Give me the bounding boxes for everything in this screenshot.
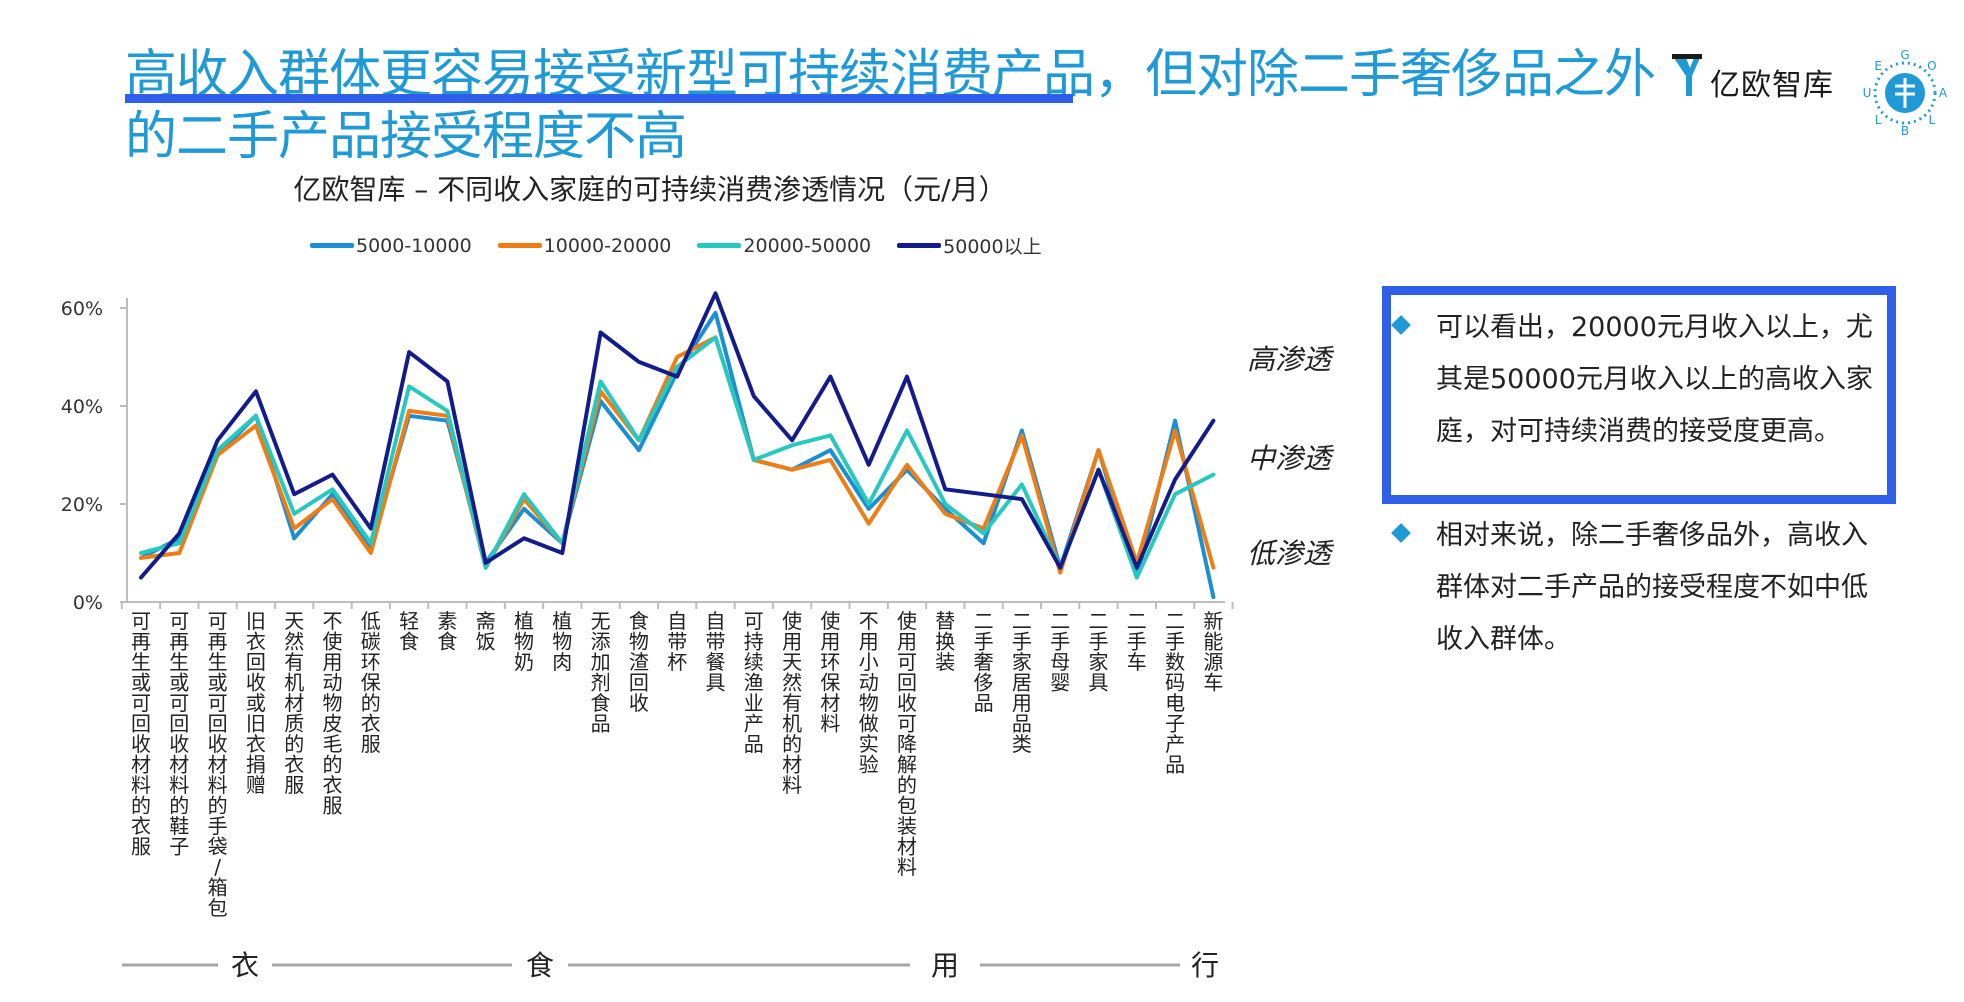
line-chart: 0% 20% 40% 60% 可再生或可回收材料的衣服可再生或可回收材料的鞋子可再生或可… bbox=[61, 291, 1234, 982]
x-tick-label: 可持续渔业产品 bbox=[744, 609, 764, 756]
legend-label: 10000-20000 bbox=[543, 234, 672, 257]
x-tick-label: 二手母婴 bbox=[1050, 609, 1070, 695]
x-tick-label: 使用可回收可降解的包装材料 bbox=[897, 609, 917, 879]
x-tick-label: 替换装 bbox=[935, 609, 955, 674]
x-tick-label: 自带餐具 bbox=[706, 609, 726, 695]
logo-mark-icon bbox=[1672, 54, 1702, 96]
x-tick-label: 无添加剂食品 bbox=[591, 609, 611, 736]
emblem-letter: O bbox=[1927, 59, 1936, 73]
series-line bbox=[139, 335, 1216, 575]
level-label-mid: 中渗透 bbox=[1247, 442, 1332, 475]
series-line bbox=[139, 335, 1216, 580]
legend-swatch bbox=[697, 243, 742, 248]
x-tick-label: 食物渣回收 bbox=[629, 609, 649, 715]
x-tick-label: 旧衣回收或旧衣捐赠 bbox=[246, 609, 266, 797]
x-tick-label: 二手数码电子产品 bbox=[1165, 609, 1185, 777]
legend-label: 5000-10000 bbox=[356, 234, 472, 257]
x-tick-label: 使用天然有机的材料 bbox=[782, 609, 802, 797]
y-tick-label: 0% bbox=[73, 592, 103, 614]
legend-swatch bbox=[897, 243, 942, 248]
group-label: 用 bbox=[931, 949, 959, 982]
legend-item: 5000-10000 bbox=[310, 232, 472, 259]
legend-label: 50000以上 bbox=[943, 236, 1042, 258]
note-1-text: 可以看出，20000元月收入以上，尤其是50000元月收入以上的高收入家庭，对可… bbox=[1436, 312, 1873, 447]
emblem-letter: E bbox=[1874, 59, 1882, 73]
chart-title: 亿欧智库 – 不同收入家庭的可持续消费渗透情况（元/月） bbox=[293, 173, 1007, 206]
y-tick-label: 20% bbox=[61, 494, 103, 516]
legend-item: 10000-20000 bbox=[497, 232, 672, 259]
x-tick-label: 自带杯 bbox=[667, 609, 687, 674]
highlight-box bbox=[1382, 286, 1896, 504]
x-tick-label: 轻食 bbox=[399, 609, 419, 654]
legend-item: 50000以上 bbox=[897, 232, 1042, 259]
legend-swatch bbox=[310, 243, 354, 248]
x-tick-label: 天然有机材质的衣服 bbox=[284, 609, 304, 797]
group-label: 食 bbox=[526, 949, 554, 982]
legend-swatch bbox=[497, 243, 542, 248]
note-1: 可以看出，20000元月收入以上，尤其是50000元月收入以上的高收入家庭，对可… bbox=[1391, 302, 1894, 458]
emblem-letter: G bbox=[1900, 48, 1909, 62]
emblem-letter: L bbox=[1875, 113, 1882, 127]
x-tick-label: 可再生或可回收材料的手袋/箱包 bbox=[208, 609, 228, 920]
x-tick-label: 使用环保材料 bbox=[820, 609, 840, 736]
title-underline bbox=[125, 94, 1073, 103]
x-tick-label: 二手车 bbox=[1127, 609, 1147, 674]
x-tick-label: 斋饭 bbox=[476, 609, 496, 654]
x-tick-label: 低碳环保的衣服 bbox=[361, 609, 381, 756]
x-tick-label: 素食 bbox=[437, 609, 457, 654]
legend-label: 20000-50000 bbox=[743, 234, 872, 257]
group-label: 衣 bbox=[231, 949, 259, 982]
legend-item: 20000-50000 bbox=[697, 232, 871, 259]
y-tick-label: 60% bbox=[61, 298, 103, 320]
x-tick-label: 可再生或可回收材料的衣服 bbox=[131, 609, 151, 859]
x-tick-label: 不使用动物皮毛的衣服 bbox=[323, 609, 343, 818]
page-title: 高收入群体更容易接受新型可持续消费产品，但对除二手奢侈品之外的二手产品接受程度不… bbox=[125, 45, 1656, 167]
x-tick-label: 二手奢侈品 bbox=[974, 609, 994, 715]
x-tick-label: 可再生或可回收材料的鞋子 bbox=[169, 609, 189, 859]
logo-text: 亿欧智库 bbox=[1710, 68, 1834, 103]
note-2: 相对来说，除二手奢侈品外，高收入群体对二手产品的接受程度不如中低收入群体。 bbox=[1391, 510, 1894, 666]
level-label-high: 高渗透 bbox=[1247, 343, 1332, 376]
series-line bbox=[139, 291, 1216, 580]
chart-legend: 5000-10000 10000-20000 20000-50000 50000以上 bbox=[310, 232, 1042, 259]
x-tick-label: 新能源车 bbox=[1203, 609, 1223, 695]
emblem-letter: L bbox=[1929, 113, 1936, 127]
emblem-letter: B bbox=[1901, 124, 1909, 138]
level-label-low: 低渗透 bbox=[1247, 537, 1332, 570]
x-tick-label: 不用小动物做实验 bbox=[859, 609, 879, 777]
group-label: 行 bbox=[1191, 949, 1219, 982]
emblem-letter: A bbox=[1939, 86, 1948, 100]
x-tick-label: 二手家具 bbox=[1089, 609, 1109, 695]
x-tick-label: 植物奶 bbox=[514, 609, 534, 674]
emblem-letter: U bbox=[1863, 86, 1872, 100]
y-tick-label: 40% bbox=[61, 396, 103, 418]
note-2-text: 相对来说，除二手奢侈品外，高收入群体对二手产品的接受程度不如中低收入群体。 bbox=[1436, 520, 1868, 655]
x-tick-label: 植物肉 bbox=[552, 609, 572, 674]
x-tick-label: 二手家居用品类 bbox=[1012, 609, 1032, 756]
